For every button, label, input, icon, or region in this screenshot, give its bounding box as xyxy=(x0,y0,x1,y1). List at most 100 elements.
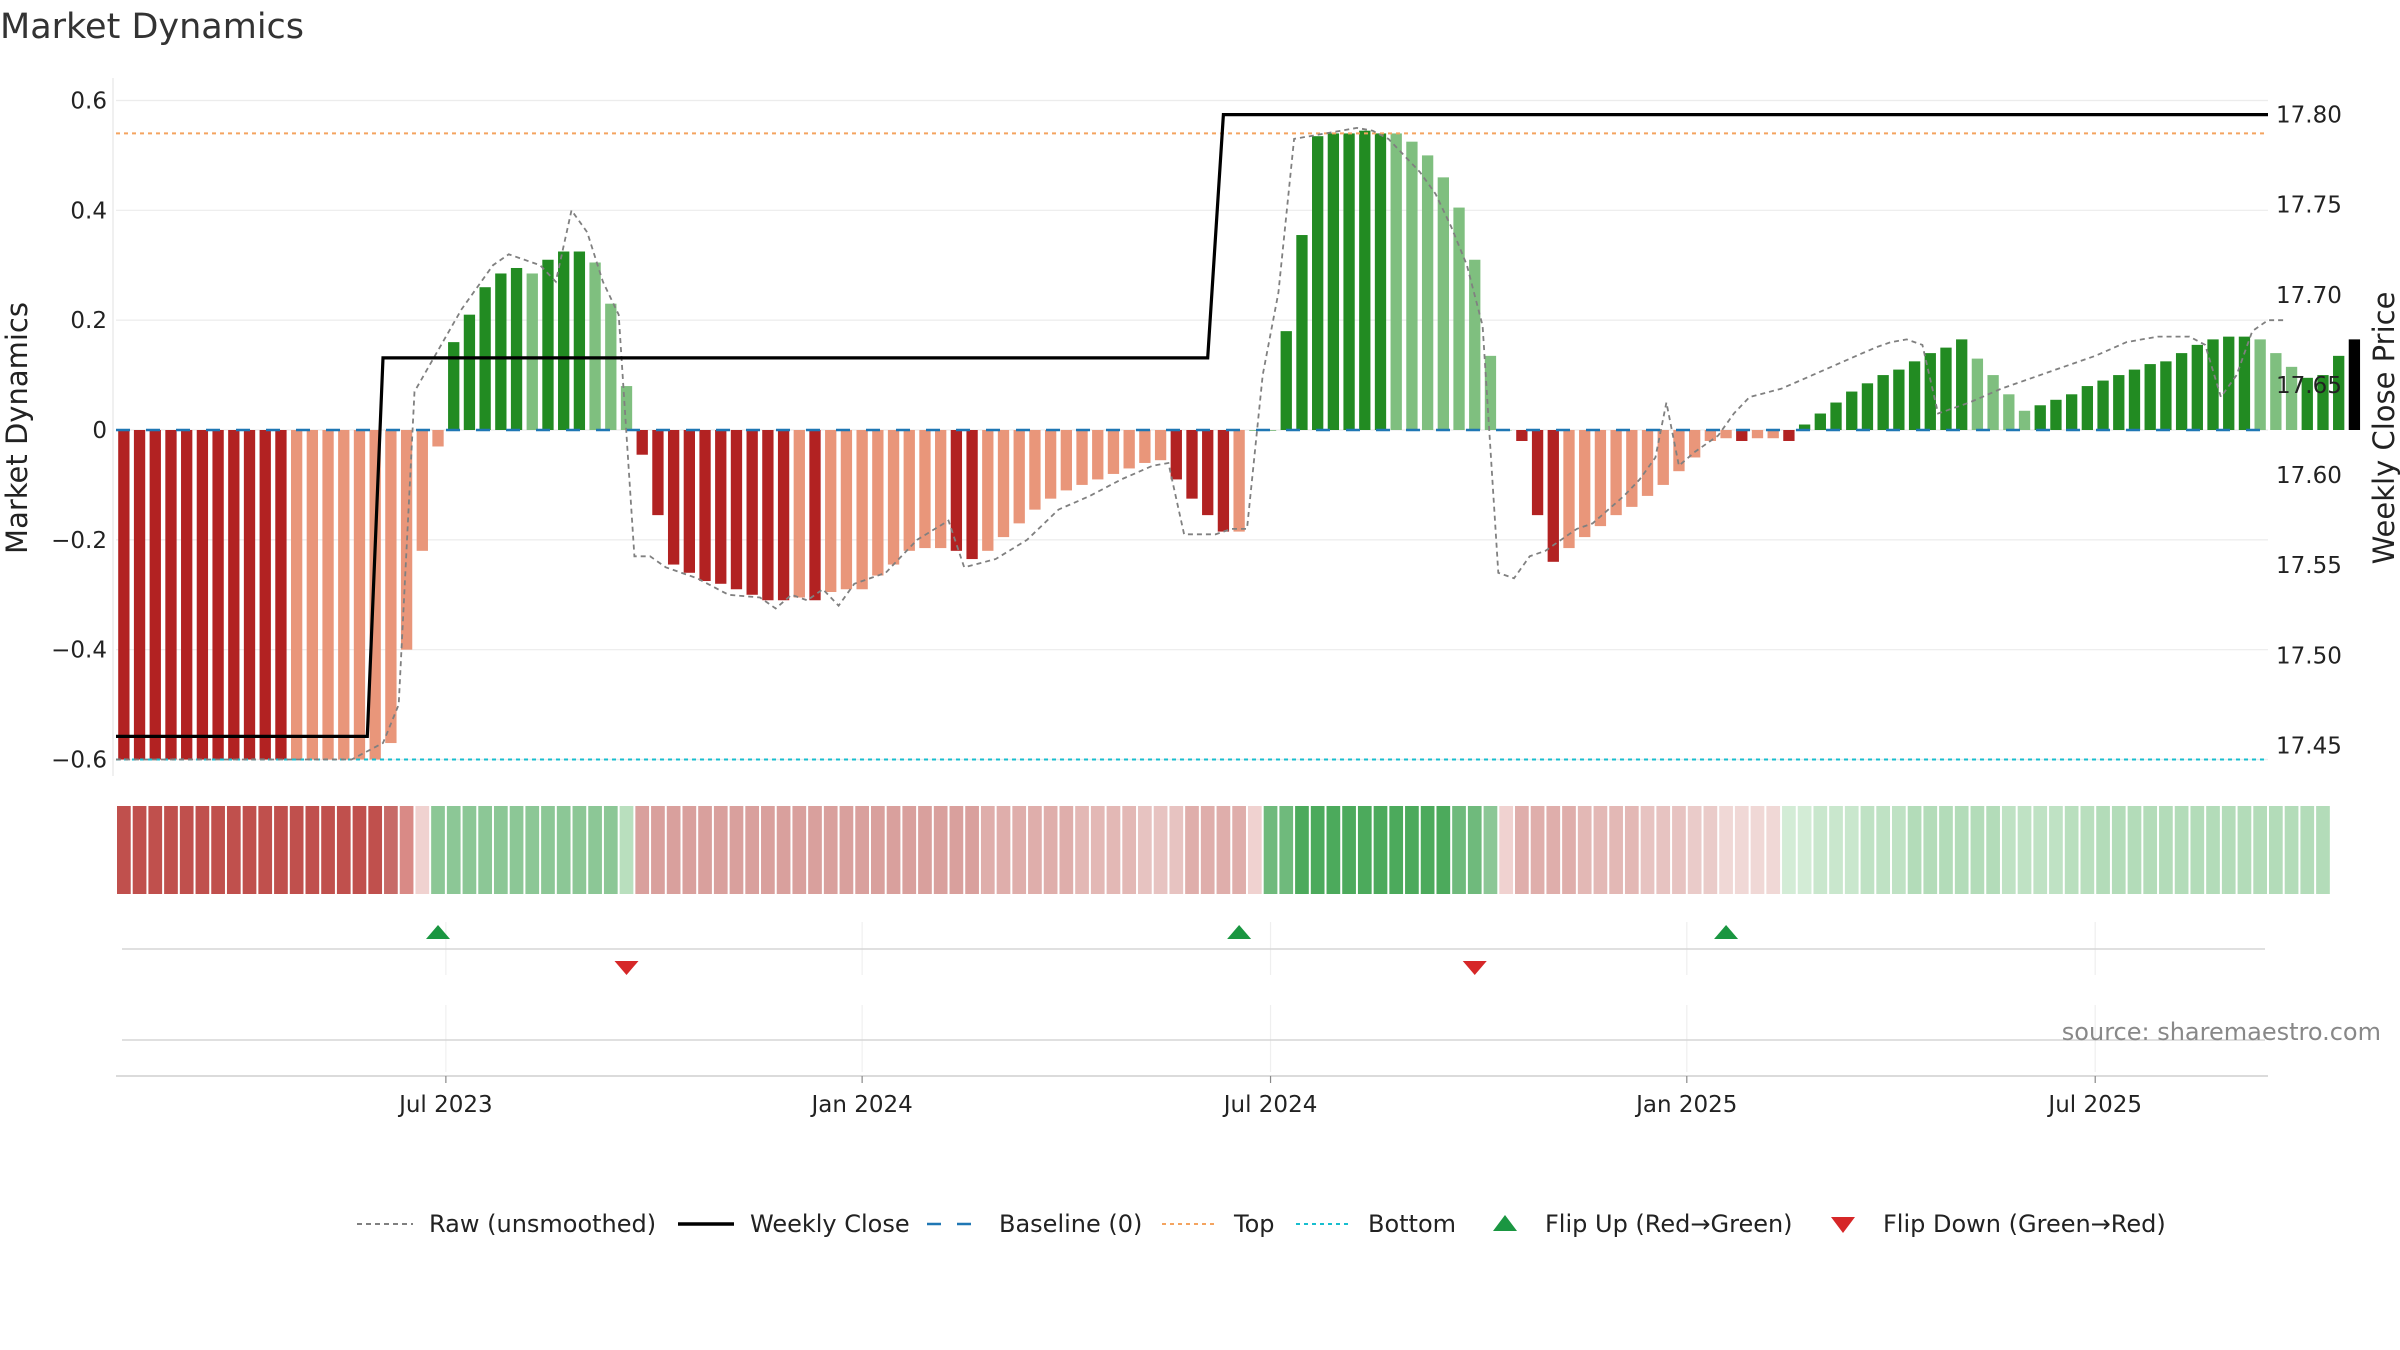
regime-cell xyxy=(1546,806,1561,894)
regime-cell xyxy=(164,806,178,894)
momentum-bar xyxy=(2160,361,2172,430)
regime-cell xyxy=(2174,806,2189,894)
regime-cell xyxy=(258,806,273,894)
regime-cell xyxy=(1719,806,1733,894)
regime-cell xyxy=(509,806,524,894)
y-tick-label: −0.6 xyxy=(51,748,107,774)
momentum-bar xyxy=(2081,386,2094,430)
chart-title: Market Dynamics xyxy=(0,7,304,47)
momentum-bar xyxy=(353,430,366,760)
momentum-bar xyxy=(1139,430,1151,463)
momentum-bar xyxy=(935,430,947,549)
legend: Raw (unsmoothed) Weekly Close Baseline (0)… xyxy=(357,1210,2166,1238)
momentum-bar xyxy=(510,267,523,430)
regime-cell xyxy=(2064,806,2079,894)
momentum-bar xyxy=(1657,430,1669,485)
momentum-bar xyxy=(1861,383,1874,430)
momentum-bar xyxy=(1484,355,1497,430)
momentum-bar xyxy=(1044,430,1057,499)
momentum-bar xyxy=(2223,336,2235,430)
regime-cell xyxy=(1467,806,1482,894)
momentum-bar xyxy=(1296,235,1308,430)
x-tick-label: Jul 2023 xyxy=(397,1092,493,1118)
regime-cell xyxy=(1106,806,1121,894)
regime-cell xyxy=(980,806,995,894)
momentum-bar xyxy=(558,251,570,430)
momentum-bar xyxy=(1421,155,1434,430)
regime-cell xyxy=(1860,806,1875,894)
regime-cell xyxy=(996,806,1011,894)
regime-cell xyxy=(1153,806,1168,894)
momentum-bar xyxy=(762,430,774,601)
momentum-bar xyxy=(2128,369,2141,430)
momentum-bar xyxy=(1343,133,1355,430)
regime-cell xyxy=(886,806,901,894)
regime-cell xyxy=(2143,806,2158,894)
momentum-bar xyxy=(181,430,193,760)
momentum-bar xyxy=(416,430,428,551)
momentum-bar xyxy=(1579,430,1591,538)
regime-cell xyxy=(1436,806,1451,894)
regime-cell xyxy=(1122,806,1137,894)
regime-cell xyxy=(1986,806,2000,894)
momentum-bar xyxy=(777,430,790,601)
regime-cell xyxy=(289,806,304,894)
regime-cell xyxy=(1750,806,1765,894)
legend-label: Bottom xyxy=(1368,1210,1456,1238)
regime-cell xyxy=(2284,806,2299,894)
regime-cell xyxy=(148,806,163,894)
momentum-bar xyxy=(730,430,743,590)
regime-cell xyxy=(1452,806,1466,894)
regime-cell xyxy=(556,806,571,894)
momentum-bar xyxy=(1154,430,1167,461)
regime-cell xyxy=(1373,806,1388,894)
regime-cell xyxy=(1279,806,1294,894)
legend-item: Flip Down (Green→Red) xyxy=(1831,1210,2166,1238)
regime-cell xyxy=(211,806,225,894)
momentum-bar xyxy=(1516,430,1528,441)
regime-cell xyxy=(2049,806,2063,894)
regime-cell xyxy=(1028,806,1042,894)
reference-lines xyxy=(116,132,2268,761)
momentum-bar xyxy=(1971,358,1984,430)
y2-tick-label: 17.70 xyxy=(2276,283,2342,309)
momentum-bar xyxy=(652,430,664,516)
regime-cell xyxy=(117,806,131,894)
y-tick-label: −0.4 xyxy=(51,638,107,664)
momentum-bar xyxy=(243,430,256,760)
regime-cell xyxy=(541,806,555,894)
momentum-bar xyxy=(1924,353,1936,430)
momentum-bar xyxy=(338,430,350,760)
momentum-bar xyxy=(573,251,586,430)
regime-cell xyxy=(761,806,775,894)
regime-cell xyxy=(1405,806,1419,894)
regime-cell xyxy=(2269,806,2283,894)
momentum-bar xyxy=(1327,133,1340,430)
regime-cell xyxy=(352,806,367,894)
regime-cell xyxy=(1939,806,1953,894)
momentum-bar xyxy=(1893,369,1905,430)
momentum-bar xyxy=(2113,375,2125,430)
regime-cell xyxy=(839,806,854,894)
legend-item: Top xyxy=(1162,1210,1275,1238)
momentum-bar xyxy=(1170,430,1182,480)
momentum-bar xyxy=(306,430,319,760)
momentum-bar xyxy=(840,430,853,590)
momentum-bar xyxy=(1987,375,1999,430)
flip-down-marker xyxy=(1462,961,1487,975)
momentum-bar xyxy=(2175,353,2188,430)
regime-cell xyxy=(1499,806,1514,894)
regime-cell xyxy=(305,806,320,894)
legend-item: Bottom xyxy=(1296,1210,1456,1238)
regime-strip xyxy=(117,806,2330,894)
regime-cell xyxy=(1247,806,1262,894)
regime-cell xyxy=(2206,806,2220,894)
regime-cell xyxy=(1577,806,1592,894)
momentum-bar xyxy=(605,303,617,430)
regime-cell xyxy=(1687,806,1702,894)
momentum-bar xyxy=(259,430,271,760)
momentum-bar xyxy=(2348,339,2361,430)
regime-cell xyxy=(1892,806,1906,894)
momentum-bar xyxy=(2270,353,2282,430)
regime-cell xyxy=(603,806,618,894)
